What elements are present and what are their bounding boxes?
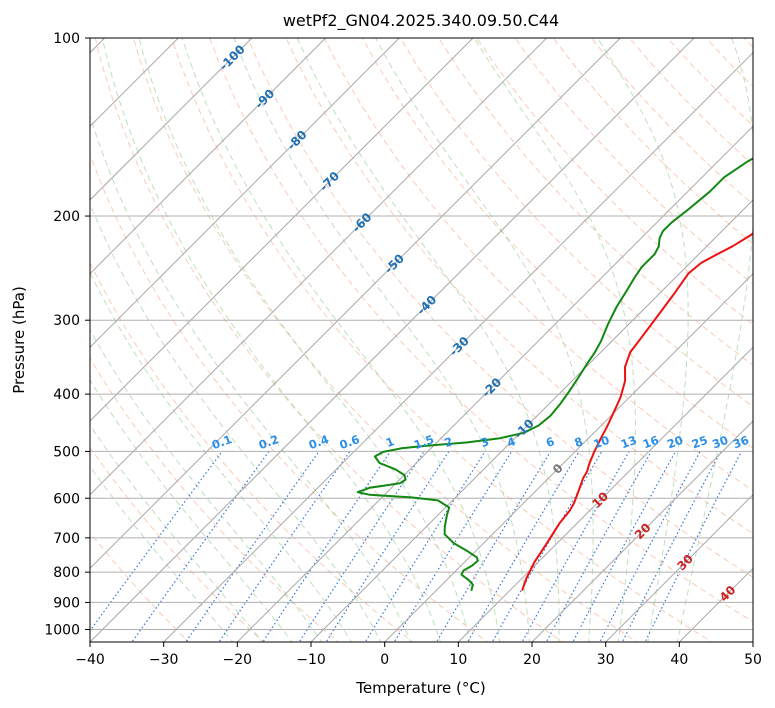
isotherm-line <box>90 38 253 201</box>
mixing-ratio-line <box>131 451 270 642</box>
isotherm-line <box>90 38 695 642</box>
mixing-ratio-label: 30 <box>710 433 730 452</box>
mixing-ratio-line <box>325 451 450 642</box>
y-tick-label: 500 <box>53 444 80 460</box>
x-tick-label: 50 <box>744 652 762 668</box>
mixing-ratio-label: 0.2 <box>257 432 281 452</box>
mixing-ratio-line <box>545 451 652 642</box>
dry-adiabat-line <box>90 153 489 642</box>
x-axis-title: Temperature (°C) <box>355 679 485 697</box>
isotherms <box>90 38 753 642</box>
mixing-ratio-line <box>621 451 722 642</box>
isotherm-line <box>90 38 327 275</box>
isotherm-line <box>90 38 622 570</box>
isotherm-line <box>90 38 548 496</box>
y-tick-label: 700 <box>53 531 80 547</box>
plot-frame <box>89 37 754 643</box>
mixing-ratio-label: 1.5 <box>412 432 436 452</box>
isotherm-line <box>310 199 753 642</box>
y-tick-label: 300 <box>53 313 80 329</box>
y-tick-label: 600 <box>53 491 80 507</box>
isotherm-line <box>531 420 753 642</box>
y-tick-label: 200 <box>53 209 80 225</box>
x-tick-label: 40 <box>670 652 688 668</box>
y-tick-label: 400 <box>53 387 80 403</box>
x-axis: −40 −30 −20 −10 0 10 20 30 40 50 <box>75 642 762 668</box>
moist-adiabat-line <box>90 114 412 642</box>
profile-lines <box>356 157 753 592</box>
isotherm-line <box>90 38 401 349</box>
moist-adiabat-line <box>90 203 382 642</box>
mixing-ratio-line <box>262 451 391 642</box>
mixing-ratio-line <box>466 451 580 642</box>
chart-title: wetPf2_GN04.2025.340.09.50.C44 <box>283 11 559 31</box>
mixing-ratio-labels: 0.1 0.2 0.4 0.6 1 1.5 2 3 4 6 8 10 13 16 20 25 30 36 <box>210 432 751 452</box>
mixing-ratio-line <box>393 451 513 642</box>
y-axis-title: Pressure (hPa) <box>10 286 28 394</box>
mixing-ratio-line <box>90 451 223 632</box>
dry-adiabat-line <box>90 261 414 642</box>
mixing-ratio-line <box>364 451 486 642</box>
isotherm-line <box>604 493 753 642</box>
mixing-ratio-label: 10 <box>591 433 611 452</box>
mixing-ratio-lines <box>90 451 743 642</box>
mixing-ratio-line <box>185 451 320 642</box>
x-tick-label: −20 <box>223 652 253 668</box>
x-tick-label: 30 <box>597 652 615 668</box>
y-tick-label: 900 <box>53 595 80 611</box>
isotherm-line <box>90 38 474 422</box>
mixing-ratio-label: 16 <box>641 433 661 452</box>
mixing-ratio-line <box>599 451 701 642</box>
mixing-ratio-line <box>298 451 425 642</box>
isotherm-line <box>162 51 753 642</box>
x-tick-label: −10 <box>296 652 326 668</box>
pressure-gridlines <box>90 38 753 630</box>
mixing-ratio-line <box>218 451 351 642</box>
x-tick-label: 20 <box>523 652 541 668</box>
mixing-ratio-label: 0.1 <box>210 432 234 452</box>
x-tick-label: 0 <box>380 652 389 668</box>
y-tick-label: 100 <box>53 31 80 47</box>
isotherm-line <box>236 125 753 642</box>
mixing-ratio-label: 20 <box>665 433 685 452</box>
temperature-profile-line <box>521 231 753 592</box>
x-tick-label: −40 <box>75 652 105 668</box>
mixing-ratio-label: 13 <box>619 433 639 452</box>
x-tick-label: 10 <box>449 652 467 668</box>
mixing-ratio-label: 0.4 <box>307 432 331 452</box>
mixing-ratio-line <box>572 451 677 642</box>
y-tick-label: 800 <box>53 565 80 581</box>
x-tick-label: −30 <box>149 652 179 668</box>
y-tick-label: 1000 <box>44 622 80 638</box>
isotherm-line <box>457 346 753 642</box>
isotherm-line <box>383 272 753 642</box>
y-axis: 100 200 300 400 500 600 700 800 900 1000 <box>44 31 90 638</box>
dewpoint-profile-line <box>356 157 753 591</box>
mixing-ratio-label: 25 <box>690 433 710 452</box>
mixing-ratio-label: 0.6 <box>338 432 362 452</box>
mixing-ratio-label: 36 <box>731 433 751 452</box>
